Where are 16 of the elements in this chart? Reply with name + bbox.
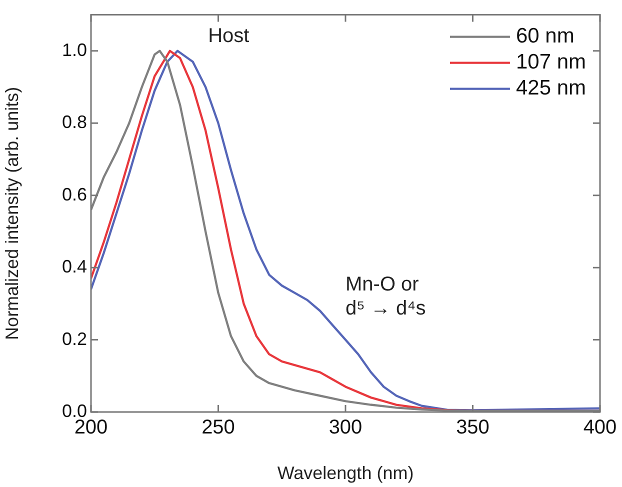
y-tick-label: 0.4 [62, 256, 87, 277]
annotation: Mn-O or d⁵ → d⁴s [346, 273, 426, 320]
y-tick-label: 0.2 [62, 328, 87, 349]
x-tick-label: 400 [583, 416, 617, 439]
y-tick-label: 1.0 [62, 40, 87, 60]
annotation: Host [208, 25, 250, 48]
legend-label: 60 nm [516, 24, 574, 48]
x-tick-label: 300 [328, 416, 362, 439]
y-tick-label: 0.8 [62, 112, 87, 132]
y-tick-label: 0.6 [62, 184, 87, 204]
x-axis-title: Wavelength (nm) [277, 463, 414, 484]
legend-label: 107 nm [516, 50, 586, 74]
legend-label: 425 nm [516, 76, 586, 100]
x-tick-label: 250 [202, 416, 235, 439]
y-axis-title: Normalized intensity (arb. units) [2, 86, 22, 340]
x-tick-label: 350 [456, 416, 490, 439]
